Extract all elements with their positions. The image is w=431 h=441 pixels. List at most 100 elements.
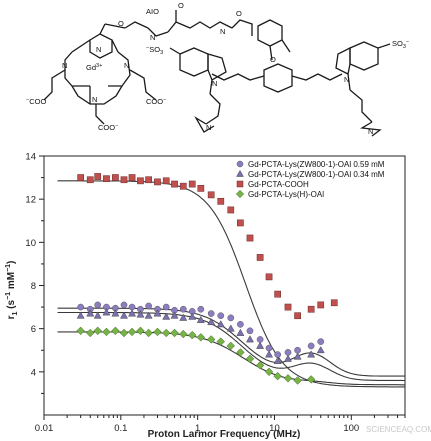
data-point-series-2 — [307, 350, 316, 358]
data-point-series-2 — [93, 311, 102, 319]
legend-label-3: Gd-PCTA-COOH — [248, 180, 309, 189]
data-point-series-2 — [86, 309, 95, 317]
data-point-series-4 — [283, 374, 293, 383]
data-point-series-4 — [127, 327, 137, 337]
data-point-series-2 — [316, 346, 325, 354]
data-point-series-3 — [284, 303, 292, 311]
data-point-series-1 — [120, 301, 128, 309]
data-point-series-1 — [179, 305, 187, 313]
x-axis-ticks: 0.01 0.1 1 10 100 — [35, 415, 406, 434]
data-point-series-4 — [136, 326, 145, 336]
macrocycle-n1-label: N — [62, 61, 67, 70]
data-point-series-3 — [171, 180, 178, 188]
data-point-series-2 — [256, 341, 265, 349]
fit-curve-1 — [57, 180, 405, 388]
data-point-series-1 — [265, 344, 273, 352]
relaxivity-chart: 0.01 0.1 1 10 100 4 6 8 10 12 14 Proton Larmor Fr… — [5, 152, 406, 440]
data-point-series-3 — [179, 182, 187, 190]
data-point-series-1 — [284, 349, 292, 356]
data-point-series-3 — [217, 197, 225, 205]
data-point-series-3 — [237, 219, 244, 227]
nme3-right-label: N — [368, 127, 373, 136]
data-point-series-2 — [144, 311, 153, 319]
data-point-series-2 — [265, 350, 274, 358]
data-point-series-3 — [227, 206, 235, 214]
y-tick-label: 14 — [25, 152, 36, 163]
data-point-series-4 — [111, 326, 120, 336]
data-point-series-4 — [255, 361, 265, 370]
fit-curve-4 — [57, 331, 405, 386]
data-point-series-4 — [236, 348, 245, 357]
data-point-series-1 — [317, 338, 325, 345]
data-point-series-3 — [120, 176, 128, 184]
gd-charge: 3+ — [96, 63, 102, 69]
data-point-series-1 — [128, 303, 136, 311]
o-link-label: O — [118, 19, 124, 28]
data-point-series-1 — [274, 351, 282, 358]
x-tick-label: 0.1 — [114, 423, 127, 434]
data-point-series-4 — [273, 371, 282, 381]
x-axis-title: Proton Larmor Frequency (MHz) — [148, 429, 301, 440]
data-point-series-4 — [153, 327, 162, 337]
x-tick-label: 10 — [269, 423, 280, 434]
data-point-series-4 — [170, 328, 179, 338]
data-point-series-1 — [197, 305, 205, 313]
data-point-series-3 — [317, 301, 325, 309]
data-point-series-1 — [294, 346, 301, 354]
coo-right-label: COO− — [146, 97, 166, 106]
y-tick-label: 8 — [31, 281, 36, 292]
chemical-structure: AIO O O O N N Gd3+ N N N N −COO COO− COO… — [26, 1, 409, 137]
chart-legend: Gd-PCTA-Lys(ZW800-1)-OAl 0.59 mMGd-PCTA-… — [235, 160, 385, 199]
data-point-series-2 — [120, 311, 128, 319]
data-point-series-1 — [237, 321, 244, 328]
data-point-series-4 — [196, 333, 206, 342]
data-point-series-2 — [170, 311, 179, 319]
data-point-series-1 — [77, 303, 85, 311]
data-point-series-4 — [293, 376, 302, 385]
data-point-series-3 — [188, 180, 196, 188]
data-point-series-4 — [264, 367, 274, 377]
y-axis-ticks: 4 6 8 10 12 14 — [25, 152, 44, 394]
data-point-series-2 — [136, 310, 145, 318]
data-point-series-2 — [188, 312, 197, 320]
data-point-series-3 — [103, 175, 110, 183]
data-point-series-3 — [154, 178, 161, 186]
legend-label-2: Gd-PCTA-Lys(ZW800-1)-OAl 0.34 mM — [248, 170, 385, 179]
data-point-series-3 — [86, 176, 94, 184]
data-point-series-1 — [162, 303, 170, 311]
y-tick-label: 12 — [25, 195, 36, 206]
data-point-series-3 — [94, 173, 102, 180]
data-point-series-4 — [306, 375, 316, 384]
data-point-series-2 — [111, 309, 120, 317]
data-point-series-2 — [207, 317, 216, 326]
data-point-series-4 — [102, 327, 111, 337]
data-point-series-3 — [256, 254, 264, 261]
plot-frame — [43, 155, 406, 416]
data-point-series-4 — [226, 341, 236, 351]
data-point-series-2 — [179, 313, 188, 321]
data-point-series-3 — [128, 174, 136, 181]
data-point-series-3 — [112, 174, 119, 181]
legend-label-4: Gd-PCTA-Lys(H)-OAl — [248, 190, 324, 199]
data-point-series-3 — [197, 185, 205, 192]
data-point-series-4 — [76, 326, 85, 336]
data-point-series-3 — [330, 299, 338, 307]
y-tick-label: 6 — [31, 324, 36, 335]
so3-right-label: SO3− — [392, 39, 409, 50]
x-tick-label: 1 — [195, 423, 200, 434]
data-point-series-4 — [206, 335, 216, 344]
indole-n-left-label: N — [212, 79, 217, 88]
gd-symbol: Gd — [86, 63, 96, 72]
data-point-series-2 — [76, 311, 85, 319]
o-amide-top-label: O — [178, 1, 184, 10]
data-point-series-2 — [273, 356, 282, 364]
watermark-text: SCIENCEAQ.COM — [366, 425, 431, 434]
data-point-series-1 — [307, 342, 315, 350]
o-ether-label: O — [270, 55, 276, 64]
data-point-series-4 — [119, 328, 129, 338]
data-point-series-3 — [207, 191, 215, 199]
indole-n-right-label: N — [344, 75, 349, 84]
legend-label-1: Gd-PCTA-Lys(ZW800-1)-OAl 0.59 mM — [248, 160, 385, 169]
y-tick-label: 10 — [25, 238, 36, 249]
